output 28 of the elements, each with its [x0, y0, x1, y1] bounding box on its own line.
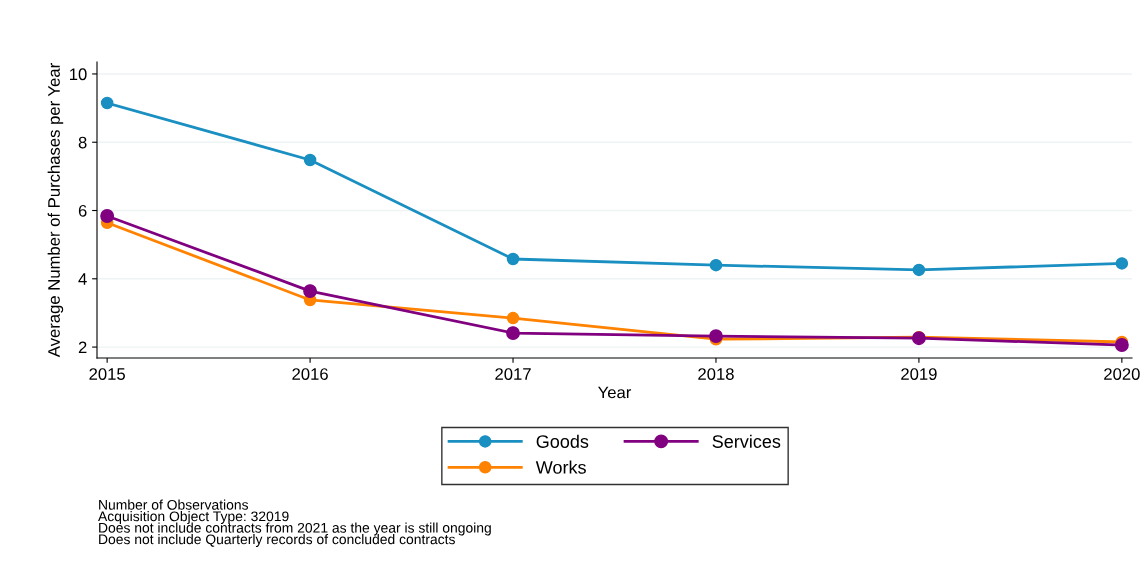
legend-label: Goods: [536, 434, 589, 448]
x-tick-label: 2016: [292, 368, 328, 380]
legend-label: Services: [712, 434, 781, 448]
point: [100, 96, 114, 110]
point: [506, 326, 520, 341]
text: Number of Observations: [99, 499, 249, 510]
y-axis-title: Average Number of Purchases per Year: [47, 63, 64, 358]
text: Does not include Quarterly records of concluded contracts: [99, 534, 455, 547]
y-tick-label: 2: [78, 341, 87, 354]
point: [506, 252, 520, 266]
y-tick-label: 4: [78, 273, 87, 285]
x-tick-label: 2019: [901, 368, 937, 380]
y-tick-label: 8: [78, 136, 87, 149]
point: [100, 209, 115, 223]
point: [506, 311, 520, 325]
point: [303, 153, 317, 167]
point: [912, 263, 926, 277]
point: [1115, 257, 1129, 270]
x-axis-title: Year: [598, 386, 632, 399]
x-tick-label: 2017: [495, 368, 531, 380]
x-tick-label: 2015: [89, 368, 125, 380]
y-tick-label: 6: [78, 204, 87, 217]
x-tick-label: 2020: [1104, 368, 1140, 380]
point: [709, 258, 723, 272]
y-tick-label: 10: [70, 68, 87, 81]
x-tick-label: 2018: [698, 368, 734, 380]
legend-label: Works: [535, 460, 586, 474]
point: [303, 284, 318, 299]
